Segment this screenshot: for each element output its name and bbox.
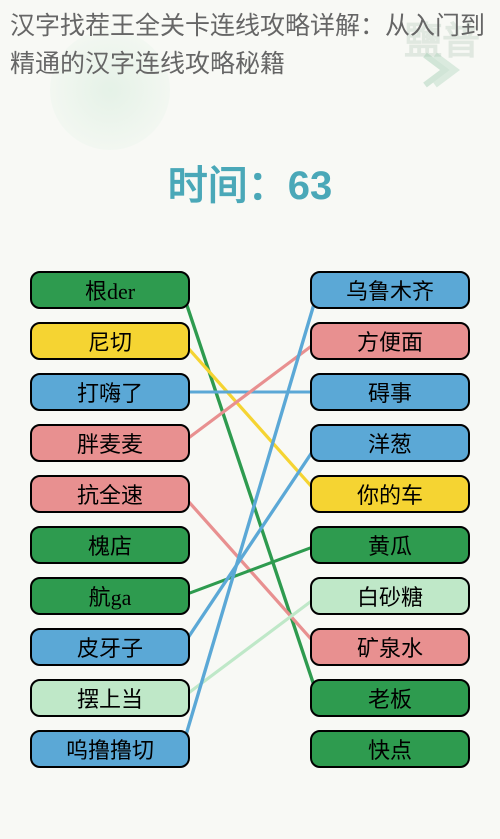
left-item[interactable]: 皮牙子 [30,628,190,666]
right-item[interactable]: 你的车 [310,475,470,513]
right-item[interactable]: 矿泉水 [310,628,470,666]
right-item[interactable]: 方便面 [310,322,470,360]
right-item[interactable]: 洋葱 [310,424,470,462]
right-item[interactable]: 老板 [310,679,470,717]
left-item[interactable]: 呜撸撸切 [30,730,190,768]
left-item[interactable]: 抗全速 [30,475,190,513]
left-column: 根der 尼切打嗨了胖麦麦抗全速槐店航ga 皮牙子摆上当呜撸撸切 [30,271,190,768]
left-item[interactable]: 航ga [30,577,190,615]
right-column: 乌鲁木齐方便面碍事洋葱你的车黄瓜白砂糖矿泉水老板快点 [310,271,470,768]
left-item[interactable]: 胖麦麦 [30,424,190,462]
game-area: 根der 尼切打嗨了胖麦麦抗全速槐店航ga 皮牙子摆上当呜撸撸切 乌鲁木齐方便面碍事… [0,271,500,768]
columns: 根der 尼切打嗨了胖麦麦抗全速槐店航ga 皮牙子摆上当呜撸撸切 乌鲁木齐方便面碍事… [30,271,470,768]
right-item[interactable]: 快点 [310,730,470,768]
page-title: 汉字找茬王全关卡连线攻略详解：从入门到精通的汉字连线攻略秘籍 [0,0,500,83]
right-item[interactable]: 乌鲁木齐 [310,271,470,309]
right-item[interactable]: 碍事 [310,373,470,411]
left-item[interactable]: 打嗨了 [30,373,190,411]
left-item[interactable]: 尼切 [30,322,190,360]
right-item[interactable]: 黄瓜 [310,526,470,564]
timer: 时间：63 [0,153,500,211]
timer-value: 63 [288,164,333,208]
left-item[interactable]: 槐店 [30,526,190,564]
left-item[interactable]: 根der [30,271,190,309]
left-item[interactable]: 摆上当 [30,679,190,717]
right-item[interactable]: 白砂糖 [310,577,470,615]
timer-label: 时间： [168,164,288,208]
